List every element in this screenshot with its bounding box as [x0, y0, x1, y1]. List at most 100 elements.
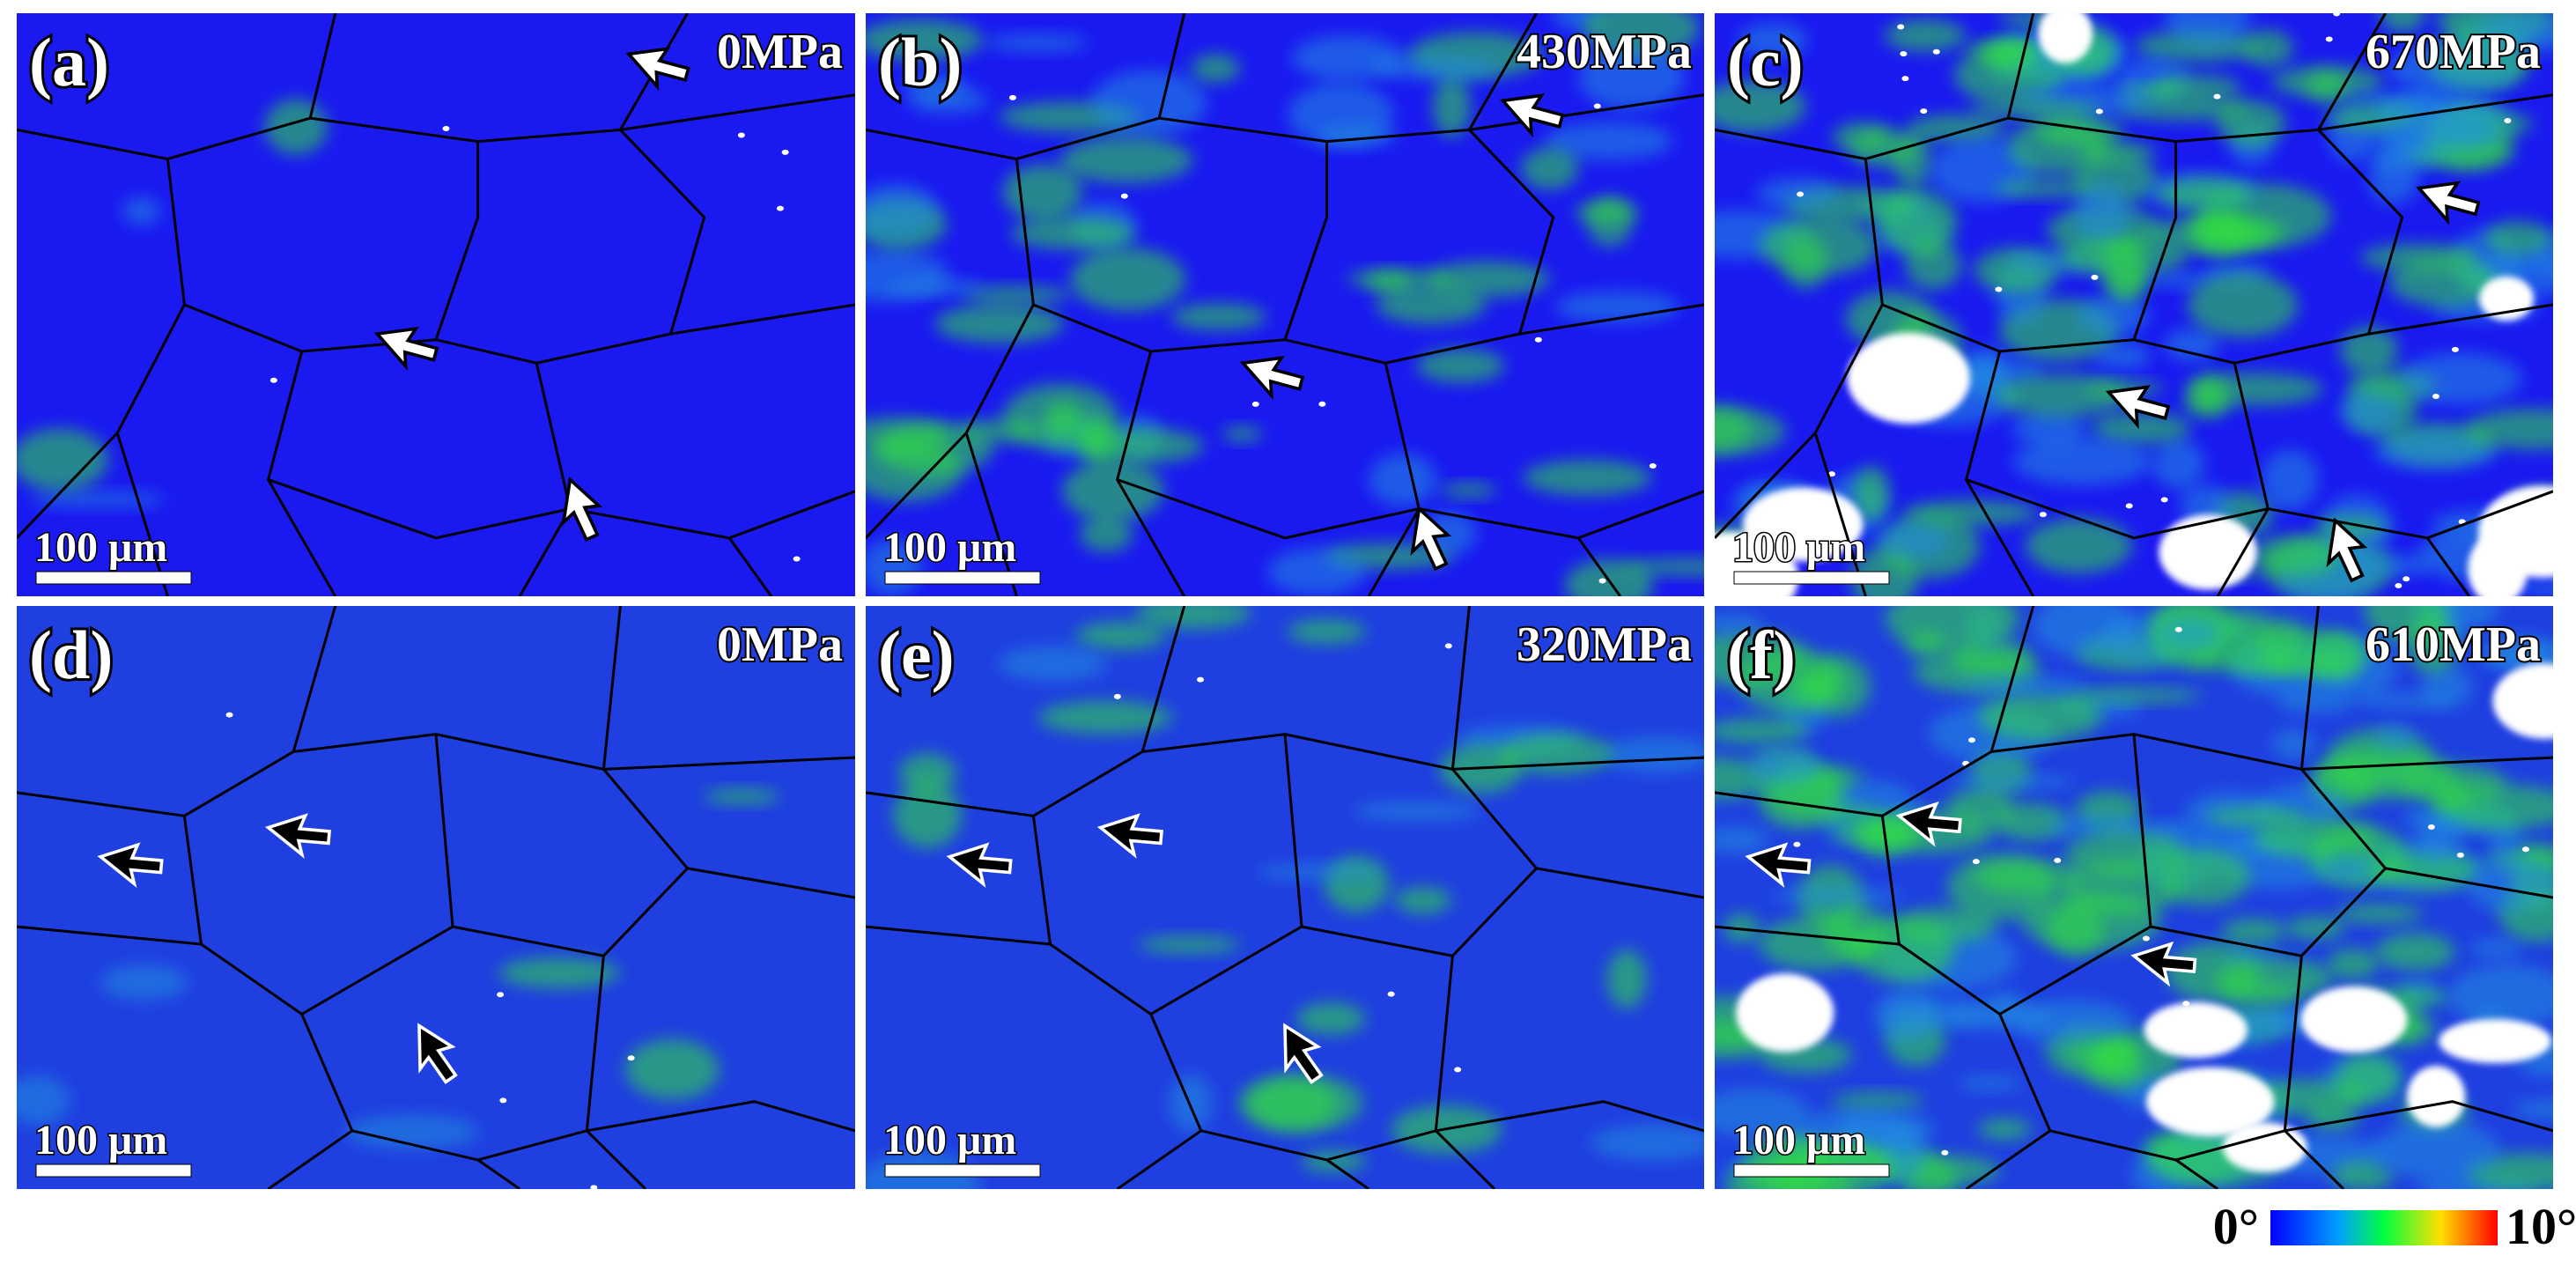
unindexed-region	[2478, 485, 2553, 578]
strain-region	[1301, 1150, 1367, 1172]
grain-boundary	[1325, 1158, 1370, 1189]
unindexed-region	[2213, 93, 2221, 100]
unindexed-region	[2300, 986, 2408, 1053]
grain-boundary	[17, 925, 202, 946]
unindexed-region	[776, 205, 784, 211]
strain-region	[1191, 54, 1240, 83]
unindexed-region	[1534, 336, 1542, 343]
unindexed-region	[793, 556, 801, 562]
strain-region	[887, 278, 985, 296]
strain-region	[2416, 813, 2460, 863]
grain-boundary	[866, 925, 1051, 946]
strain-region	[898, 753, 956, 794]
grain-boundary	[1880, 816, 2052, 1189]
strain-region	[1906, 115, 2007, 143]
arrow	[1499, 93, 1565, 138]
strain-region	[1037, 700, 1174, 735]
panel-label: (d)	[29, 617, 113, 693]
grain-boundary	[866, 733, 1704, 817]
strain-region	[1520, 147, 1579, 190]
unindexed-region	[1736, 973, 1834, 1053]
unindexed-region	[2521, 846, 2529, 853]
scale-bar	[1733, 1163, 1890, 1178]
strain-region	[1583, 13, 1700, 59]
grain-boundary	[1536, 867, 1704, 899]
strain-region	[1715, 1088, 1810, 1138]
strain-region	[2156, 616, 2222, 651]
grain-boundary	[1715, 733, 2553, 817]
grain-boundary	[17, 432, 119, 539]
grain-boundary	[602, 606, 622, 770]
strain-region	[1901, 500, 2039, 526]
strain-region	[1942, 1003, 2055, 1030]
unindexed-region	[497, 992, 505, 998]
strain-region	[1893, 907, 1997, 942]
unindexed-region	[1197, 676, 1205, 683]
strain-region	[2008, 115, 2109, 176]
grain-boundary	[183, 303, 855, 365]
strain-region	[1523, 459, 1652, 496]
strain-region	[1606, 949, 1647, 1009]
unindexed-region	[442, 126, 450, 132]
colorbar-gradient	[2270, 1210, 2498, 1245]
strain-region	[1960, 676, 2088, 695]
strain-region	[2063, 831, 2188, 878]
unindexed-region	[627, 1055, 635, 1061]
strain-region	[2388, 258, 2499, 307]
grain-boundary	[1989, 606, 2035, 752]
strain-region	[1346, 270, 1453, 288]
arrow	[417, 1023, 458, 1084]
strain-region	[866, 18, 984, 61]
strain-region	[1905, 240, 1961, 291]
arrow	[1895, 802, 1962, 847]
strain-region	[1010, 217, 1136, 250]
strain-region	[1440, 483, 1497, 498]
arrow	[2416, 181, 2481, 225]
unindexed-region	[1968, 737, 1976, 743]
unindexed-region	[1995, 286, 2003, 292]
strain-region	[2221, 919, 2286, 944]
strain-region	[2358, 692, 2451, 709]
strain-region	[934, 304, 1064, 344]
unindexed-region	[2456, 852, 2464, 858]
panel: (a) 0MPa 100 μm	[17, 13, 855, 596]
strain-region	[1256, 863, 1381, 881]
strain-region	[1266, 548, 1367, 595]
grain-boundary	[2006, 13, 2035, 119]
grain-boundary	[351, 1100, 855, 1162]
panel-label: (f)	[1727, 617, 1796, 693]
strain-region	[1394, 887, 1452, 914]
strain-region	[1715, 408, 1753, 451]
strain-region	[2256, 618, 2307, 669]
grain-boundary	[1881, 303, 2553, 365]
strain-region	[1958, 1075, 2022, 1091]
strain-region	[2216, 100, 2286, 147]
strain-region	[1577, 46, 1685, 110]
strain-region	[1002, 164, 1083, 221]
unindexed-region	[225, 712, 233, 718]
strain-region	[902, 75, 969, 98]
strain-region	[2152, 439, 2205, 490]
strain-region	[2484, 220, 2551, 255]
unindexed-region	[1598, 578, 1606, 584]
unindexed-region	[2222, 1122, 2307, 1172]
strain-region	[1875, 987, 1939, 1044]
strain-region	[1090, 70, 1207, 137]
scale-bar-label: 100 μm	[1732, 1117, 1865, 1163]
scale-bar-label: 100 μm	[1732, 524, 1865, 571]
strain-region	[2339, 389, 2401, 432]
unindexed-region	[499, 1097, 507, 1104]
grain-boundary	[1715, 93, 2553, 161]
strain-region	[2306, 632, 2366, 681]
strain-region	[1760, 217, 1878, 276]
strain-region	[1885, 606, 2019, 653]
strain-region	[498, 957, 621, 988]
colorbar: 0° 10°	[2213, 1198, 2576, 1255]
panel: (d) 0MPa 100 μm	[17, 606, 855, 1189]
arrow	[1745, 842, 1812, 888]
panel: (e) 320MPa 100 μm	[866, 606, 1704, 1189]
strain-region	[1830, 1092, 1925, 1109]
grain-boundary	[2049, 1100, 2553, 1162]
strain-region	[2379, 13, 2426, 33]
unindexed-region	[1444, 643, 1452, 649]
